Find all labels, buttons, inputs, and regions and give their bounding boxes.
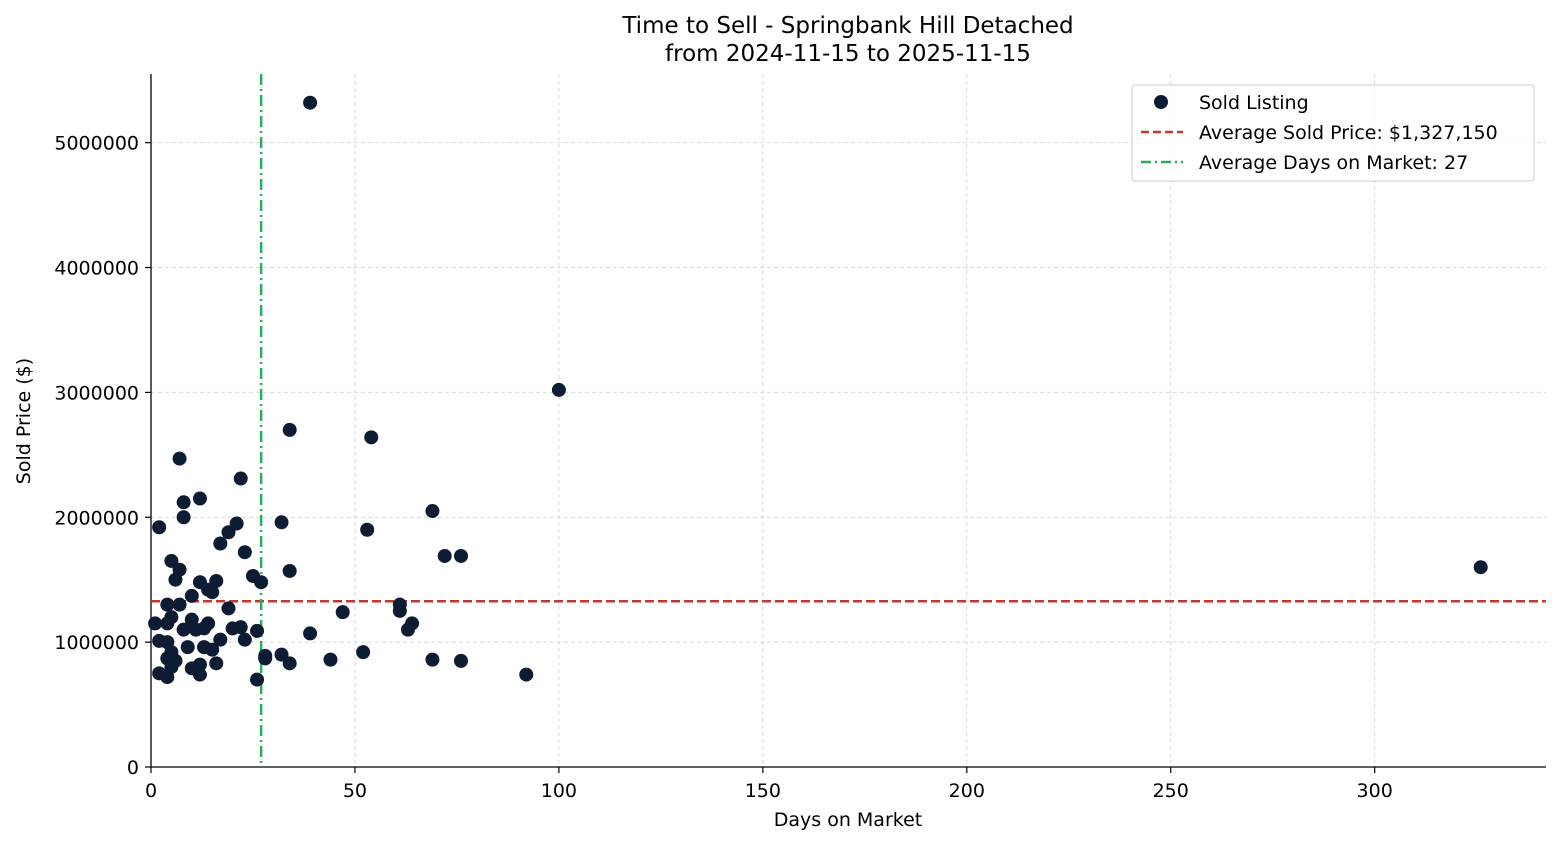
x-tick-label-2: 100 bbox=[541, 780, 577, 802]
data-point-16 bbox=[213, 536, 228, 551]
data-point-17 bbox=[237, 545, 252, 560]
x-tick-label-5: 250 bbox=[1153, 780, 1189, 802]
data-point-68 bbox=[209, 656, 224, 671]
legend-label-avg-days: Average Days on Market: 27 bbox=[1199, 152, 1468, 174]
data-point-30 bbox=[184, 588, 199, 603]
data-point-5 bbox=[172, 451, 187, 466]
data-point-22 bbox=[282, 563, 297, 578]
data-point-76 bbox=[250, 672, 265, 687]
data-point-3 bbox=[282, 422, 297, 437]
y-tick-label-1: 1000000 bbox=[54, 632, 139, 654]
grid-lines bbox=[150, 74, 1546, 768]
data-point-40 bbox=[160, 616, 175, 631]
data-point-4 bbox=[364, 430, 379, 445]
x-tick-label-6: 300 bbox=[1357, 780, 1393, 802]
data-point-66 bbox=[425, 652, 440, 667]
data-point-20 bbox=[164, 553, 179, 568]
y-tick-label-2: 2000000 bbox=[54, 507, 139, 529]
data-point-47 bbox=[197, 621, 212, 636]
data-point-55 bbox=[180, 640, 195, 655]
data-point-19 bbox=[454, 548, 468, 563]
data-point-31 bbox=[160, 597, 175, 612]
data-point-23 bbox=[168, 572, 183, 587]
data-point-14 bbox=[360, 522, 375, 537]
data-point-39 bbox=[148, 616, 163, 631]
x-tick-label-3: 150 bbox=[745, 780, 781, 802]
data-point-50 bbox=[303, 626, 318, 641]
data-point-75 bbox=[160, 670, 175, 685]
data-point-9 bbox=[425, 504, 440, 519]
data-point-65 bbox=[323, 652, 338, 667]
chart-title-line2: from 2024-11-15 to 2025-11-15 bbox=[665, 41, 1031, 67]
legend: Sold Listing Average Sold Price: $1,327,… bbox=[1131, 84, 1535, 182]
data-point-32 bbox=[172, 597, 187, 612]
data-point-61 bbox=[274, 647, 289, 662]
data-point-29 bbox=[205, 585, 220, 600]
x-tick-label-0: 0 bbox=[145, 780, 157, 802]
x-axis-label: Days on Market bbox=[774, 809, 922, 831]
legend-label-avg-price: Average Sold Price: $1,327,150 bbox=[1199, 122, 1498, 144]
data-point-6 bbox=[233, 471, 248, 486]
data-point-27 bbox=[254, 575, 269, 590]
data-point-57 bbox=[205, 642, 220, 657]
axis-ticks: 0 50 100 150 200 250 300 0 1000000 2000000 3000000… bbox=[54, 133, 1392, 802]
data-point-45 bbox=[176, 622, 191, 637]
data-point-2 bbox=[1473, 560, 1488, 575]
legend-label-sold: Sold Listing bbox=[1199, 92, 1309, 114]
x-tick-label-1: 50 bbox=[343, 780, 367, 802]
data-point-77 bbox=[519, 667, 534, 682]
data-point-74 bbox=[192, 667, 207, 682]
data-point-36 bbox=[335, 605, 350, 620]
data-point-11 bbox=[152, 520, 167, 535]
data-point-13 bbox=[274, 515, 289, 530]
data-point-35 bbox=[392, 603, 407, 618]
data-point-53 bbox=[213, 632, 228, 647]
legend-marker-sold bbox=[1154, 95, 1168, 109]
data-point-18 bbox=[437, 548, 452, 563]
data-point-0 bbox=[303, 95, 318, 110]
data-point-62 bbox=[258, 651, 273, 666]
data-point-26 bbox=[209, 573, 224, 588]
y-tick-label-0: 0 bbox=[127, 757, 139, 779]
data-points bbox=[148, 95, 1488, 687]
data-point-69 bbox=[282, 656, 297, 671]
data-point-8 bbox=[192, 491, 207, 506]
data-point-54 bbox=[237, 632, 252, 647]
data-point-49 bbox=[400, 622, 415, 637]
data-point-33 bbox=[221, 601, 236, 616]
chart-title-line1: Time to Sell - Springbank Hill Detached bbox=[621, 13, 1073, 39]
legend-box bbox=[1131, 84, 1535, 182]
data-point-12 bbox=[229, 516, 244, 531]
data-point-59 bbox=[356, 645, 371, 660]
data-point-10 bbox=[176, 510, 191, 525]
y-tick-label-5: 5000000 bbox=[54, 133, 139, 155]
data-point-15 bbox=[221, 525, 236, 540]
y-axis-label: Sold Price ($) bbox=[13, 358, 35, 484]
data-point-67 bbox=[454, 653, 468, 668]
data-point-44 bbox=[233, 620, 248, 635]
y-tick-label-4: 4000000 bbox=[54, 258, 139, 280]
x-tick-label-4: 200 bbox=[949, 780, 985, 802]
data-point-1 bbox=[551, 382, 566, 397]
data-point-7 bbox=[176, 495, 191, 510]
y-tick-label-3: 3000000 bbox=[54, 382, 139, 404]
data-point-48 bbox=[250, 623, 265, 638]
